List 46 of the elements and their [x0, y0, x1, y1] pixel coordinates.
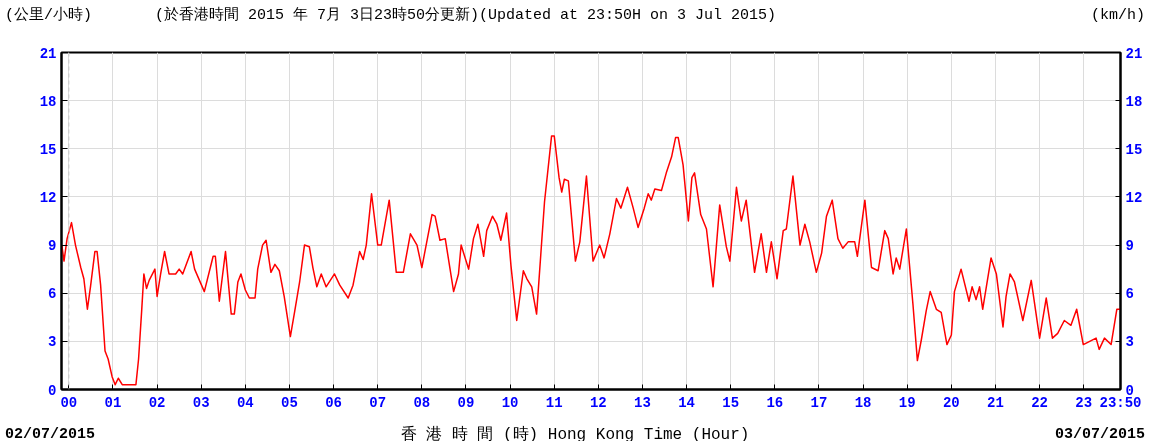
y-tick-label: 15 [39, 141, 57, 158]
y2-tick-label: 6 [1125, 286, 1134, 303]
y2-tick-label: 12 [1125, 189, 1143, 206]
x-tick-label: 19 [898, 394, 916, 411]
x-tick-label: 09 [457, 394, 475, 411]
y-tick-label: 21 [39, 45, 57, 62]
x-tick-label: 11 [545, 394, 563, 411]
x-tick-label: 16 [766, 394, 784, 411]
x-tick-label: 08 [413, 394, 431, 411]
y2-tick-label: 18 [1125, 93, 1143, 110]
x-tick-label: 17 [810, 394, 828, 411]
x-tick-label: 13 [634, 394, 651, 411]
y2-tick-label: 9 [1125, 238, 1134, 255]
x-tick-label: 10 [501, 394, 519, 411]
x-tick-label: 22 [1031, 394, 1049, 411]
y-axis-title: (公里/小時) [5, 5, 93, 26]
text: 02/07/2015 [5, 425, 96, 441]
x-tick-label: 04 [236, 394, 254, 411]
x-tick-label: 03 [192, 394, 210, 411]
x-tick-label: 21 [987, 394, 1004, 411]
y2-tick-label: 21 [1125, 45, 1143, 62]
x-tick-label: 05 [281, 394, 298, 411]
x-tick-label: 06 [325, 394, 343, 411]
y-tick-label: 9 [48, 238, 57, 255]
x-tick-label: 18 [854, 394, 872, 411]
x-tick-label: 23 [1075, 394, 1093, 411]
y-tick-label: 3 [48, 334, 57, 351]
x-tick-label: 23:50 [1099, 394, 1142, 411]
text: 03/07/2015 [1054, 425, 1145, 441]
x-tick-label: 07 [369, 394, 387, 411]
x-tick-label: 14 [678, 394, 696, 411]
x-tick-label: 01 [104, 394, 122, 411]
y2-tick-label: 3 [1125, 334, 1134, 351]
y2-axis-title: (km/h) [1090, 6, 1145, 26]
x-tick-label: 20 [942, 394, 960, 411]
line-series [61, 135, 1121, 386]
y-tick-label: 0 [48, 382, 57, 399]
chart-title: (於香港時間 2015 年 7月 3日23時50分更新)(Updated at 23:50H on 3 Jul 2015) [155, 5, 777, 26]
y-tick-label: 6 [48, 286, 57, 303]
y-tick-label: 18 [39, 93, 57, 110]
x-tick-label: 12 [589, 394, 607, 411]
x-tick-label: 02 [148, 394, 166, 411]
y2-tick-label: 15 [1125, 141, 1143, 158]
y-tick-label: 12 [39, 189, 57, 206]
x-tick-label: 15 [722, 394, 740, 411]
x-tick-label: 00 [60, 394, 78, 411]
